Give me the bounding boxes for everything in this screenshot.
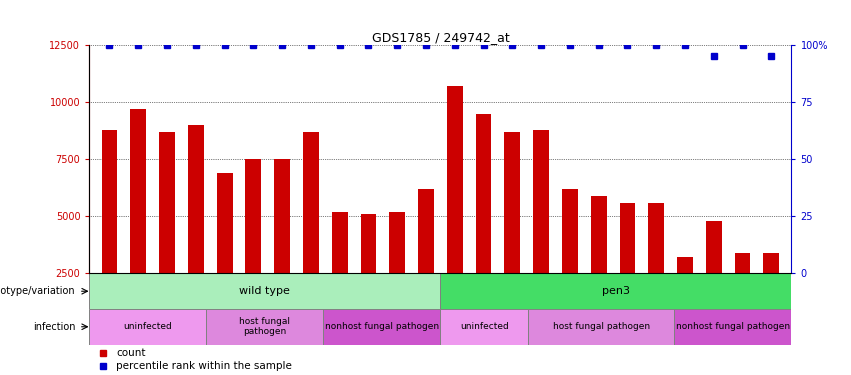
Text: host fungal
pathogen: host fungal pathogen bbox=[239, 317, 290, 336]
Text: infection: infection bbox=[33, 322, 75, 332]
Bar bbox=[528, 309, 674, 345]
Bar bbox=[505, 132, 520, 331]
Bar bbox=[418, 189, 434, 331]
Text: host fungal pathogen: host fungal pathogen bbox=[552, 322, 650, 331]
Bar bbox=[303, 132, 319, 331]
Bar bbox=[130, 109, 146, 331]
Bar bbox=[705, 221, 722, 331]
Text: nonhost fungal pathogen: nonhost fungal pathogen bbox=[676, 322, 790, 331]
Text: genotype/variation: genotype/variation bbox=[0, 286, 75, 296]
Bar bbox=[441, 273, 791, 309]
Bar bbox=[447, 86, 463, 331]
Bar bbox=[674, 309, 791, 345]
Bar bbox=[206, 309, 323, 345]
Title: GDS1785 / 249742_at: GDS1785 / 249742_at bbox=[372, 31, 509, 44]
Bar bbox=[734, 253, 751, 331]
Bar bbox=[323, 309, 441, 345]
Bar bbox=[159, 132, 175, 331]
Bar bbox=[476, 114, 492, 331]
Bar bbox=[217, 173, 232, 331]
Bar bbox=[245, 159, 261, 331]
Bar bbox=[101, 129, 117, 331]
Text: uninfected: uninfected bbox=[460, 322, 509, 331]
Text: percentile rank within the sample: percentile rank within the sample bbox=[116, 362, 292, 372]
Bar bbox=[562, 189, 578, 331]
Bar bbox=[361, 214, 376, 331]
Text: uninfected: uninfected bbox=[123, 322, 172, 331]
Bar bbox=[591, 196, 607, 331]
Bar bbox=[332, 212, 347, 331]
Bar bbox=[89, 309, 206, 345]
Bar bbox=[763, 253, 780, 331]
Text: count: count bbox=[116, 348, 146, 358]
Text: nonhost fungal pathogen: nonhost fungal pathogen bbox=[325, 322, 439, 331]
Bar bbox=[274, 159, 290, 331]
Bar bbox=[534, 129, 549, 331]
Bar bbox=[648, 202, 664, 331]
Bar bbox=[89, 273, 441, 309]
Text: wild type: wild type bbox=[239, 286, 290, 296]
Bar bbox=[620, 202, 636, 331]
Bar bbox=[389, 212, 405, 331]
Bar bbox=[188, 125, 203, 331]
Text: pen3: pen3 bbox=[602, 286, 630, 296]
Bar bbox=[677, 258, 693, 331]
Bar bbox=[441, 309, 528, 345]
